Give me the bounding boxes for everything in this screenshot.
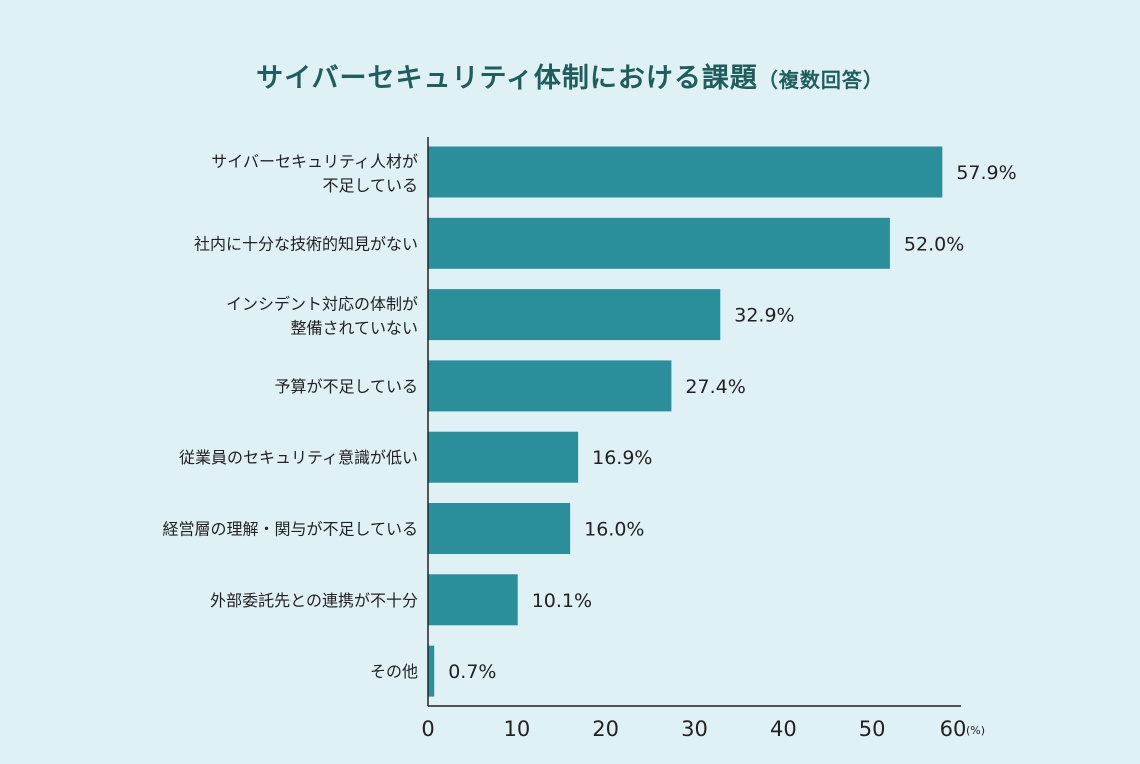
- category-label: 従業員のセキュリティ意識が低い: [179, 448, 418, 467]
- category-label: その他: [370, 662, 418, 681]
- x-tick-label: 0: [421, 717, 434, 741]
- title-main: サイバーセキュリティ体制における課題: [256, 63, 758, 94]
- bar: [428, 146, 943, 198]
- value-label: 57.9%: [956, 162, 1016, 184]
- category-label: 予算が不足している: [274, 377, 418, 396]
- bar: [428, 503, 571, 554]
- value-label: 16.0%: [584, 519, 644, 541]
- chart-title: サイバーセキュリティ体制における課題（複数回答）: [0, 56, 1140, 95]
- bar: [428, 217, 890, 269]
- bar: [428, 431, 579, 483]
- value-label: 0.7%: [448, 661, 496, 683]
- x-axis-unit: (%): [966, 724, 985, 737]
- value-label: 32.9%: [734, 305, 794, 327]
- value-label: 52.0%: [904, 233, 964, 255]
- x-tick-label: 10: [503, 717, 530, 741]
- bar: [428, 645, 435, 697]
- value-label: 27.4%: [685, 376, 745, 398]
- title-subtitle: （複数回答）: [757, 68, 884, 92]
- category-label: 社内に十分な技術的知見がない: [194, 234, 418, 253]
- x-tick-label: 20: [592, 717, 619, 741]
- bar: [428, 360, 672, 412]
- value-label: 10.1%: [532, 590, 592, 612]
- x-tick-label: 40: [770, 717, 797, 741]
- category-label: サイバーセキュリティ人材が: [211, 152, 418, 171]
- bar: [428, 574, 518, 626]
- x-tick-label: 30: [681, 717, 708, 741]
- category-label: 経営層の理解・関与が不足している: [162, 520, 418, 539]
- category-label: 外部委託先との連携が不十分: [210, 591, 418, 610]
- bar: [428, 289, 721, 341]
- x-tick-label: 50: [859, 717, 886, 741]
- category-label: 不足している: [322, 176, 418, 195]
- category-label: 整備されていない: [290, 319, 418, 338]
- x-tick-label: 60: [940, 717, 967, 741]
- value-label: 16.9%: [592, 447, 652, 469]
- category-label: インシデント対応の体制が: [226, 295, 418, 314]
